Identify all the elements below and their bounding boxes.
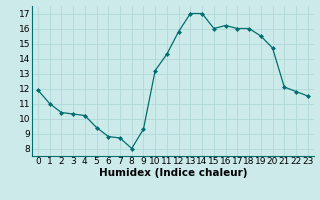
- X-axis label: Humidex (Indice chaleur): Humidex (Indice chaleur): [99, 168, 247, 178]
